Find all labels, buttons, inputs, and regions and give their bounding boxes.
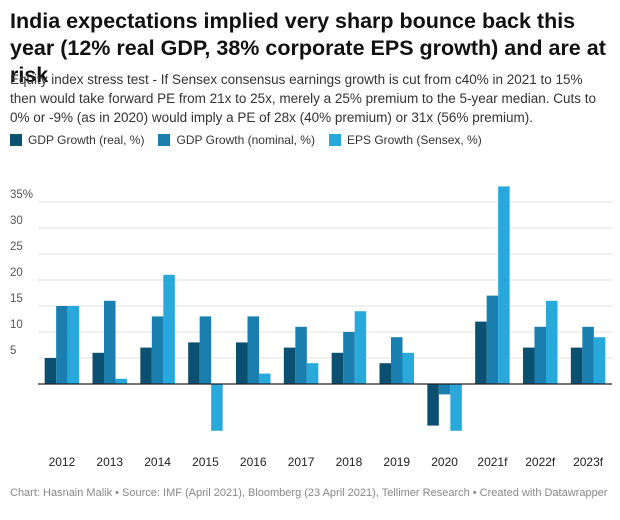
x-tick-label: 2012 xyxy=(49,455,76,469)
bar-gdp-real xyxy=(427,384,439,426)
bar-gdp-nominal xyxy=(582,326,594,384)
bar-gdp-nominal xyxy=(343,332,355,384)
bar-eps xyxy=(163,274,175,384)
bar-gdp-nominal xyxy=(534,326,546,384)
bar-eps xyxy=(546,300,558,384)
bar-gdp-real xyxy=(523,347,535,384)
bar-gdp-nominal xyxy=(151,316,164,384)
bar-gdp-nominal xyxy=(56,306,68,384)
x-tick-label: 2013 xyxy=(96,455,123,469)
legend-label-eps: EPS Growth (Sensex, %) xyxy=(346,133,482,147)
x-tick-label: 2016 xyxy=(240,455,267,469)
x-tick-label: 2019 xyxy=(383,455,410,469)
x-tick-label: 2020 xyxy=(431,455,458,469)
bar-eps xyxy=(211,384,223,431)
x-tick-label: 2021f xyxy=(477,455,508,469)
bar-eps xyxy=(593,337,606,384)
bar-gdp-real xyxy=(188,342,200,384)
bar-eps xyxy=(354,311,367,384)
legend-swatch-eps xyxy=(328,134,341,146)
bar-gdp-real xyxy=(92,352,104,384)
y-tick-label: 20 xyxy=(10,267,23,279)
bar-gdp-real xyxy=(379,363,391,384)
x-tick-label: 2017 xyxy=(288,455,315,469)
bar-gdp-real xyxy=(140,347,152,384)
legend-swatch-gdp-real xyxy=(10,134,22,146)
y-tick-label: 15 xyxy=(10,293,23,305)
x-tick-label: 2023f xyxy=(573,455,604,469)
legend-item-gdp-real: GDP Growth (real, %) xyxy=(10,133,144,147)
bar-gdp-nominal xyxy=(391,337,403,384)
legend-item-eps: EPS Growth (Sensex, %) xyxy=(328,133,482,147)
legend-swatch-gdp-nominal xyxy=(158,134,171,146)
bar-gdp-real xyxy=(236,342,248,384)
chart-subtitle: Equity index stress test - If Sensex con… xyxy=(10,72,597,125)
bar-gdp-nominal xyxy=(486,295,499,384)
x-tick-label: 2014 xyxy=(144,455,171,469)
bar-chart: 5 10 15 20 25 30 35% 2012 2013 2014 2015 2016 2017 20… xyxy=(10,186,612,469)
x-tick-label: 2018 xyxy=(336,455,363,469)
y-tick-label: 25 xyxy=(10,241,23,253)
bar-gdp-nominal xyxy=(438,384,451,395)
bar-gdp-real xyxy=(331,352,344,384)
bar-gdp-real xyxy=(283,347,296,384)
bar-gdp-nominal xyxy=(104,300,116,384)
legend-label-gdp-nominal: GDP Growth (nominal, %) xyxy=(176,133,315,147)
chart-title: India expectations implied very sharp bo… xyxy=(10,9,606,87)
bar-gdp-real xyxy=(475,321,487,384)
bar-gdp-nominal xyxy=(247,316,259,384)
y-tick-label: 10 xyxy=(10,319,23,331)
chart-legend: GDP Growth (real, %) GDP Growth (nominal… xyxy=(10,131,496,149)
bar-eps xyxy=(498,186,510,384)
bar-gdp-real xyxy=(570,347,583,384)
bar-eps xyxy=(115,378,127,384)
bar-eps xyxy=(450,384,462,431)
bar-eps xyxy=(402,352,414,384)
x-tick-label: 2022f xyxy=(525,455,556,469)
bar-eps xyxy=(67,306,80,384)
y-tick-label: 5 xyxy=(10,345,16,357)
legend-item-gdp-nominal: GDP Growth (nominal, %) xyxy=(158,133,315,147)
bar-gdp-nominal xyxy=(199,316,212,384)
bar-gdp-real xyxy=(44,358,57,384)
chart-footer: Chart: Hasnain Malik • Source: IMF (Apri… xyxy=(10,487,608,499)
bar-eps xyxy=(259,373,271,384)
y-tick-label: 30 xyxy=(10,215,23,227)
bar-gdp-nominal xyxy=(295,326,307,384)
bar-eps xyxy=(306,363,319,384)
x-tick-label: 2015 xyxy=(192,455,219,469)
legend-label-gdp-real: GDP Growth (real, %) xyxy=(28,133,145,147)
y-tick-label: 35% xyxy=(10,189,33,201)
